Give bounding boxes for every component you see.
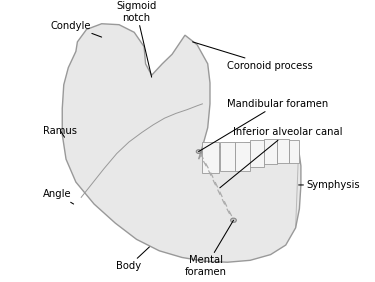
Text: Ramus: Ramus	[43, 125, 77, 137]
Text: Coronoid process: Coronoid process	[192, 42, 313, 71]
Text: Symphysis: Symphysis	[298, 180, 360, 190]
FancyBboxPatch shape	[250, 140, 264, 167]
Text: Body: Body	[116, 247, 149, 271]
FancyBboxPatch shape	[235, 142, 250, 171]
FancyBboxPatch shape	[277, 139, 289, 163]
Text: Angle: Angle	[43, 190, 74, 204]
FancyBboxPatch shape	[289, 140, 299, 163]
Text: Mental
foramen: Mental foramen	[185, 220, 234, 277]
FancyBboxPatch shape	[202, 142, 219, 173]
Text: Sigmoid
notch: Sigmoid notch	[116, 1, 157, 77]
Polygon shape	[62, 24, 301, 262]
FancyBboxPatch shape	[220, 142, 235, 171]
Text: Condyle: Condyle	[51, 21, 102, 37]
Ellipse shape	[231, 218, 236, 222]
Text: Mandibular foramen: Mandibular foramen	[199, 99, 328, 151]
Ellipse shape	[196, 150, 201, 153]
Text: Inferior alveolar canal: Inferior alveolar canal	[220, 127, 342, 188]
FancyBboxPatch shape	[264, 139, 277, 164]
